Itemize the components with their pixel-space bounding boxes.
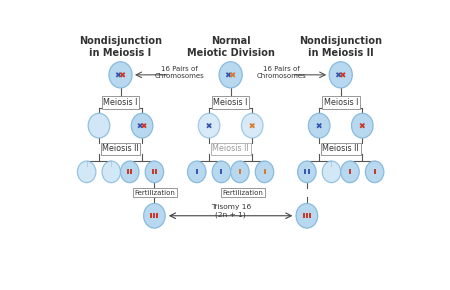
Ellipse shape	[230, 161, 249, 183]
Text: Fertilization: Fertilization	[135, 190, 176, 196]
Ellipse shape	[296, 203, 318, 228]
Ellipse shape	[341, 161, 359, 183]
Ellipse shape	[77, 161, 96, 183]
Ellipse shape	[219, 62, 242, 88]
Text: 16 Pairs of
Chromosomes: 16 Pairs of Chromosomes	[257, 66, 307, 79]
Ellipse shape	[241, 113, 263, 138]
Text: Nondisjunction
in Meiosis I: Nondisjunction in Meiosis I	[79, 36, 162, 58]
Ellipse shape	[109, 62, 132, 88]
Text: Meiosis II: Meiosis II	[212, 144, 249, 153]
Ellipse shape	[121, 161, 139, 183]
Text: Fertilization: Fertilization	[222, 190, 263, 196]
Ellipse shape	[329, 62, 352, 88]
Ellipse shape	[212, 161, 230, 183]
Ellipse shape	[102, 161, 121, 183]
Ellipse shape	[297, 161, 316, 183]
Ellipse shape	[145, 161, 164, 183]
Ellipse shape	[131, 113, 153, 138]
Text: 16 Pairs of
Chromosomes: 16 Pairs of Chromosomes	[154, 66, 204, 79]
Ellipse shape	[322, 161, 341, 183]
Text: Meiosis II: Meiosis II	[322, 144, 359, 153]
Ellipse shape	[351, 113, 373, 138]
Ellipse shape	[255, 161, 274, 183]
Text: Meiosis I: Meiosis I	[213, 98, 248, 107]
Text: Meiosis I: Meiosis I	[104, 98, 138, 107]
Ellipse shape	[144, 203, 165, 228]
Text: Meiosis II: Meiosis II	[102, 144, 139, 153]
Text: Nondisjunction
in Meiosis II: Nondisjunction in Meiosis II	[299, 36, 382, 58]
Ellipse shape	[198, 113, 220, 138]
Text: Trisomy 16
(2n + 1): Trisomy 16 (2n + 1)	[211, 204, 251, 218]
Text: Normal
Meiotic Division: Normal Meiotic Division	[187, 36, 274, 58]
Ellipse shape	[188, 161, 206, 183]
Ellipse shape	[365, 161, 384, 183]
Ellipse shape	[88, 113, 110, 138]
Text: Meiosis I: Meiosis I	[324, 98, 358, 107]
Ellipse shape	[308, 113, 330, 138]
